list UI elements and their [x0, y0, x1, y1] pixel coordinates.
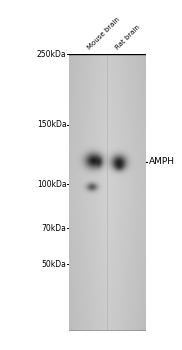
Text: 250kDa: 250kDa [37, 50, 66, 59]
Text: 70kDa: 70kDa [41, 224, 66, 233]
Text: Rat brain: Rat brain [114, 24, 141, 51]
Text: 150kDa: 150kDa [37, 120, 66, 129]
Text: 100kDa: 100kDa [37, 180, 66, 189]
Text: 50kDa: 50kDa [41, 260, 66, 269]
Text: AMPH: AMPH [149, 157, 175, 166]
Text: Mouse brain: Mouse brain [87, 16, 121, 51]
